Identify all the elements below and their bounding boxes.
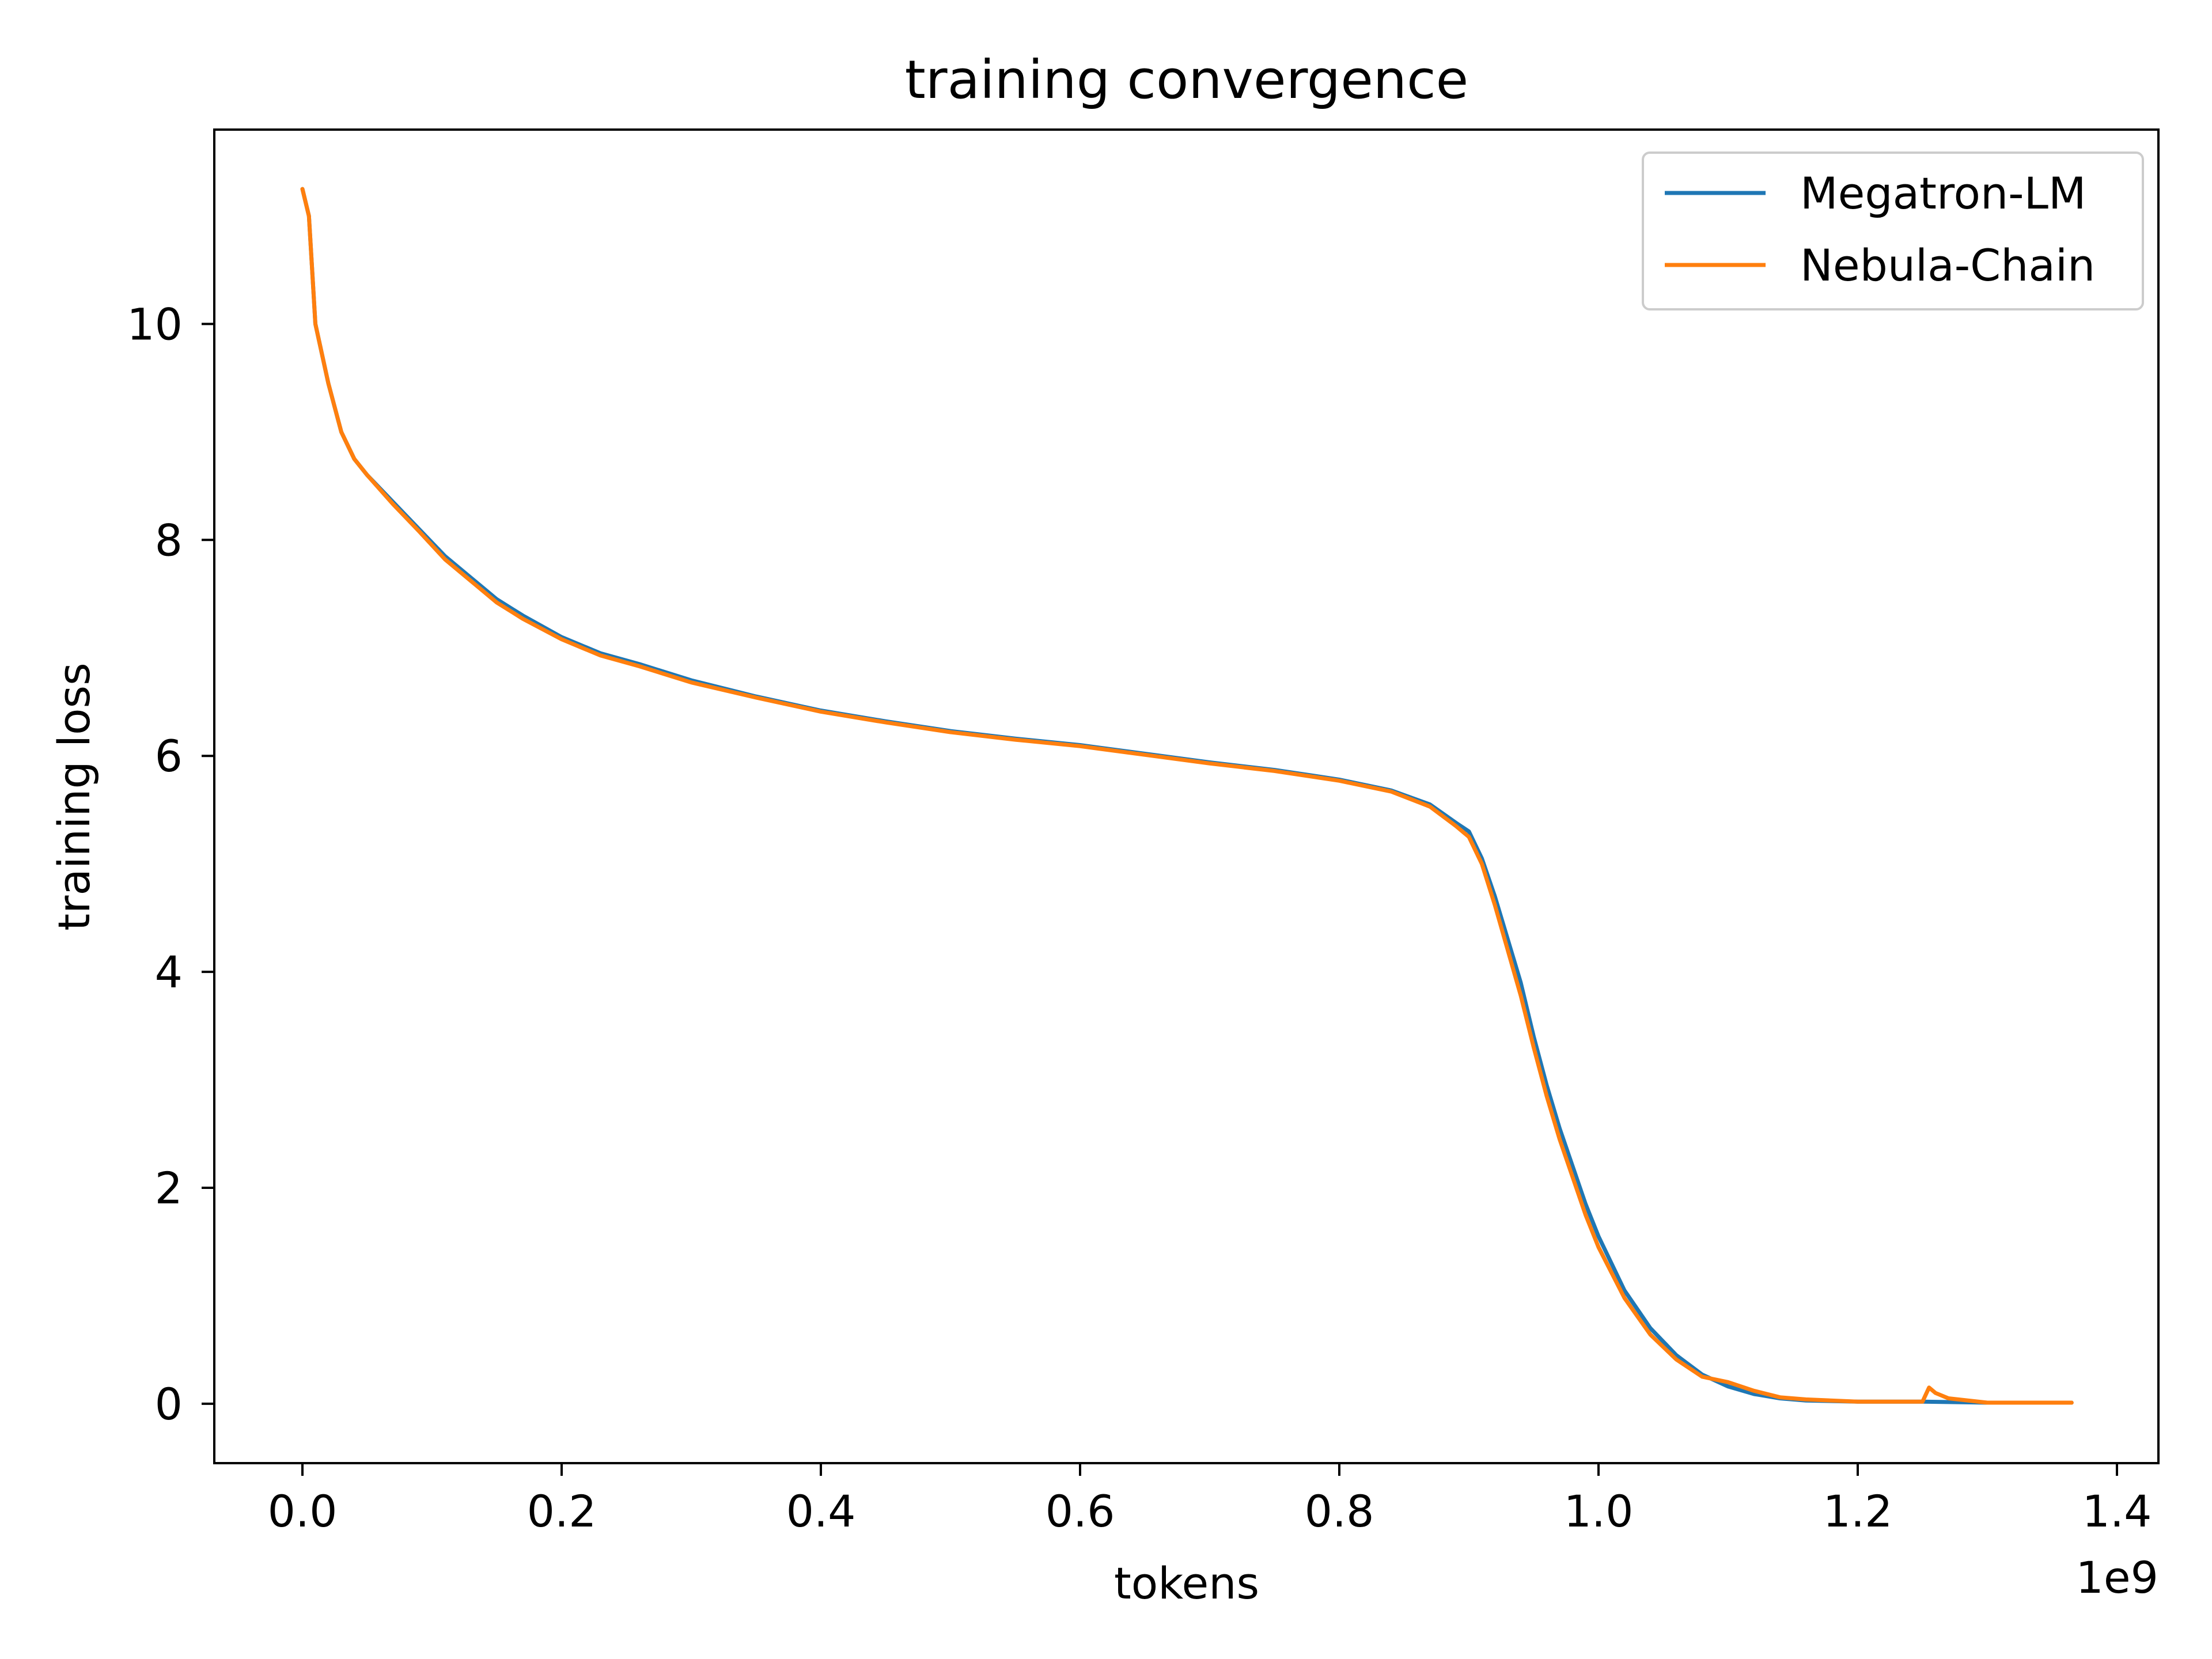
y-tick-label: 0 [155,1378,183,1430]
x-tick-label: 0.0 [268,1486,338,1537]
series-layer [300,187,2074,1405]
y-tick-label: 6 [155,730,183,782]
legend-label-megatron-lm: Megatron-LM [1800,168,2086,219]
legend-box [1642,151,2144,310]
legend: Megatron-LM Nebula-Chain [1642,151,2144,310]
series-line-nebula-chain [300,187,2074,1405]
x-tick-label: 0.6 [1046,1486,1115,1537]
x-axis-offset-label: 1e9 [2076,1552,2158,1603]
x-tick-label: 1.2 [1823,1486,1893,1537]
x-tick-label: 1.0 [1564,1486,1634,1537]
x-tick-label: 0.8 [1305,1486,1374,1537]
x-axis-ticks: 0.0 0.2 0.4 0.6 0.8 1.0 1.2 1.4 [268,1463,2152,1537]
y-tick-label: 10 [127,298,183,350]
y-axis-ticks: 0 2 4 6 8 10 [127,298,214,1430]
y-tick-label: 8 [155,514,183,566]
chart-title: training convergence [905,49,1469,111]
y-axis-label: training loss [48,662,100,930]
x-tick-label: 1.4 [2082,1486,2152,1537]
x-tick-label: 0.2 [527,1486,597,1537]
legend-label-nebula-chain: Nebula-Chain [1800,240,2095,291]
y-tick-label: 4 [155,946,183,998]
y-tick-label: 2 [155,1162,183,1214]
x-tick-label: 0.4 [786,1486,856,1537]
plot-frame [213,128,2160,1464]
x-axis-label: tokens [1114,1558,1259,1609]
